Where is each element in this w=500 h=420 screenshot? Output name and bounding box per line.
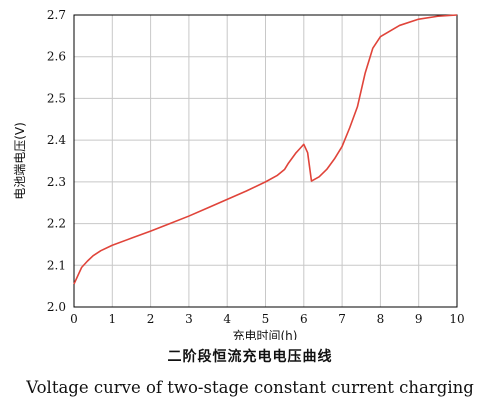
voltage-chart: 0 1 2 3 4 5 6 7 8 9 10 2.0 2.1 2.2 2.3 2.4 2.5 2.6 2.7 充电… (13, 8, 465, 340)
x-tick-label: 2 (147, 312, 155, 326)
x-tick-label: 8 (377, 312, 385, 326)
y-tick-label: 2.4 (47, 133, 66, 147)
x-tick-label: 5 (262, 312, 270, 326)
y-axis-label: 电池端电压(V) (13, 122, 27, 200)
grid-lines (74, 15, 457, 307)
x-tick-label: 0 (70, 312, 78, 326)
x-axis-label: 充电时间(h) (233, 328, 298, 340)
x-tick-label: 9 (415, 312, 423, 326)
y-tick-label: 2.2 (47, 217, 66, 231)
x-tick-label: 1 (108, 312, 116, 326)
chart-caption-chinese: 二阶段恒流充电电压曲线 (167, 349, 333, 365)
y-tick-label: 2.0 (47, 300, 66, 314)
y-tick-label: 2.6 (47, 50, 66, 64)
x-tick-label: 6 (300, 312, 308, 326)
y-tick-label: 2.1 (47, 258, 66, 272)
plot-frame (73, 14, 458, 308)
y-tick-label: 2.7 (47, 8, 66, 22)
y-tick-labels: 2.0 2.1 2.2 2.3 2.4 2.5 2.6 2.7 (47, 8, 66, 314)
y-tick-label: 2.3 (47, 175, 66, 189)
x-tick-label: 4 (223, 312, 231, 326)
x-tick-labels: 0 1 2 3 4 5 6 7 8 9 10 (70, 312, 464, 326)
y-tick-label: 2.5 (47, 91, 66, 105)
x-tick-label: 10 (449, 312, 464, 326)
x-tick-label: 3 (185, 312, 193, 326)
chart-caption-english: Voltage curve of two-stage constant curr… (26, 378, 474, 397)
x-tick-label: 7 (338, 312, 346, 326)
voltage-curve-line (73, 14, 458, 285)
